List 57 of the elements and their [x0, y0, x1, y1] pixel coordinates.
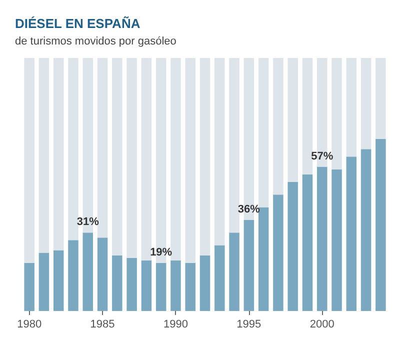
bar: [273, 58, 284, 195]
x-tick-label: 2000: [310, 318, 334, 330]
bar: [170, 260, 181, 311]
bar: [97, 58, 108, 238]
data-label: 19%: [150, 246, 172, 258]
bar: [126, 258, 137, 311]
bar: [258, 58, 269, 208]
data-label: 57%: [311, 150, 334, 162]
bar: [288, 182, 298, 311]
bar: [288, 58, 298, 182]
x-tick-label: 1990: [163, 318, 188, 330]
bar: [156, 262, 166, 311]
bar: [273, 194, 284, 311]
bar: [112, 255, 122, 311]
x-tick-label: 1980: [17, 318, 42, 330]
bar: [112, 58, 122, 256]
bar: [376, 138, 386, 311]
bar: [141, 58, 152, 260]
chart-title: DIÉSEL EN ESPAÑA: [15, 16, 141, 31]
bar: [244, 220, 254, 311]
bar: [346, 58, 357, 157]
bar: [332, 169, 342, 311]
bar: [229, 232, 240, 311]
bar: [360, 58, 372, 150]
bar: [68, 58, 78, 240]
data-label: 36%: [238, 203, 260, 216]
bar: [185, 58, 196, 263]
bar: [346, 156, 357, 311]
x-tick-label: 1985: [90, 318, 115, 330]
bar: [24, 262, 34, 311]
bar: [68, 240, 78, 311]
bar: [97, 238, 108, 311]
bar: [82, 232, 94, 311]
bar: [38, 252, 50, 311]
bar: [302, 58, 313, 174]
bar: [200, 58, 210, 256]
bar: [141, 260, 152, 311]
x-tick-label: 1995: [236, 318, 262, 330]
bar: [170, 58, 181, 260]
bar: [360, 149, 372, 311]
bar: [24, 58, 34, 263]
bar: [200, 255, 210, 311]
bar: [214, 58, 225, 246]
bar: [316, 166, 328, 311]
bar: [302, 174, 313, 311]
bar: [126, 58, 137, 258]
bar: [258, 207, 269, 311]
bar: [214, 245, 225, 311]
bar: [53, 250, 64, 311]
bar: [229, 58, 240, 233]
bar: [332, 58, 342, 170]
data-label: 31%: [76, 216, 100, 228]
chart-subtitle: de turismos movidos por gasóleo: [15, 36, 176, 48]
bar: [185, 262, 196, 311]
bar: [38, 58, 50, 253]
bar: [53, 58, 64, 250]
bar: [376, 58, 386, 139]
